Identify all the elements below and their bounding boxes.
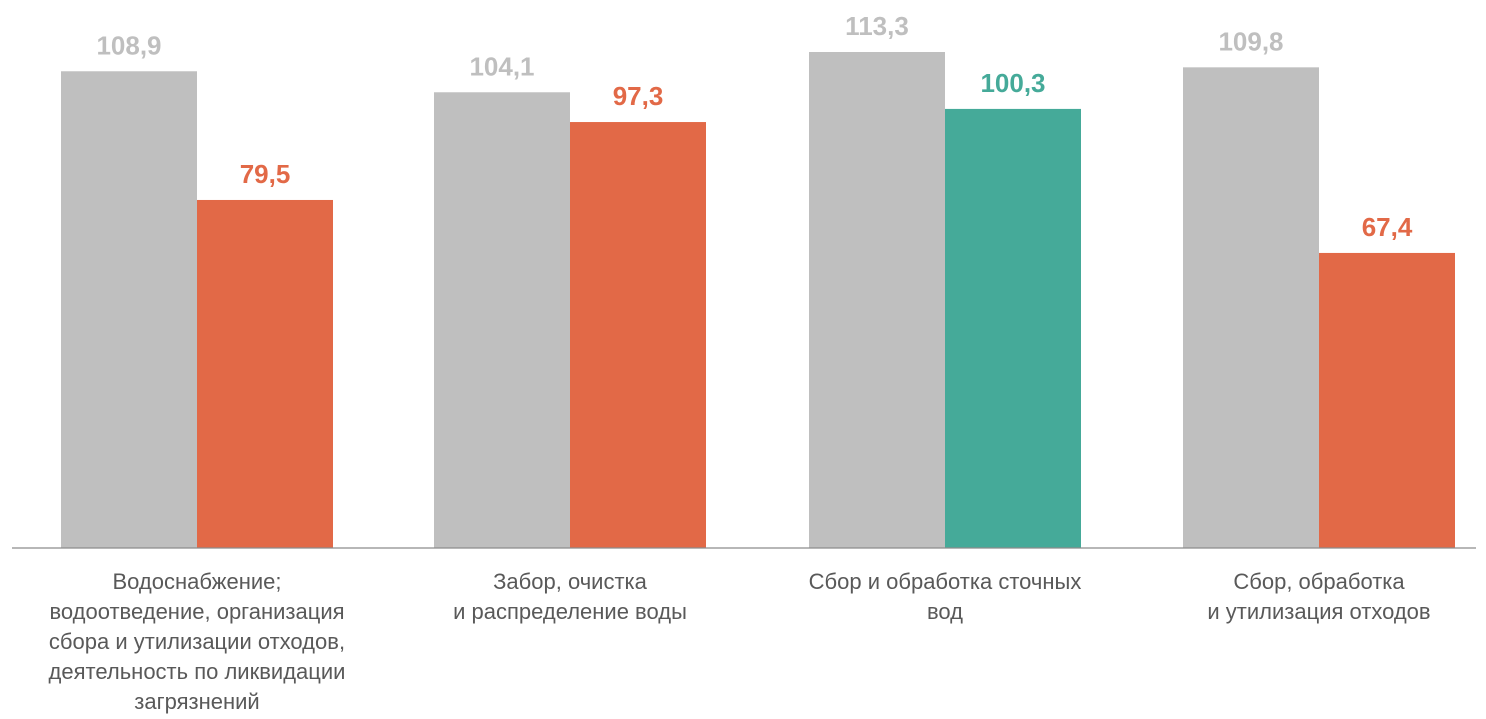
category-label-line: вод: [927, 599, 963, 624]
category-label-line: Забор, очистка: [493, 569, 648, 594]
bar-series2-cat2: [570, 122, 706, 548]
value-label-series2-cat1: 79,5: [240, 159, 291, 189]
category-label-2: Забор, очистка и распределение воды: [453, 569, 687, 624]
bar-series1-cat2: [434, 92, 570, 548]
category-label-1: Водоснабжение; водоотведение, организация…: [49, 569, 346, 714]
bar-series2-cat4: [1319, 252, 1455, 549]
value-labels-group: 108,9 104,1 113,3 109,8 79,5 97,3 100,3 67,4: [96, 11, 1412, 242]
category-label-line: Сбор, обработка: [1233, 569, 1405, 594]
value-label-series2-cat4: 67,4: [1362, 212, 1413, 242]
value-label-series2-cat2: 97,3: [613, 81, 664, 111]
bar-series2-cat1: [197, 199, 333, 548]
value-label-series1-cat2: 104,1: [469, 51, 534, 81]
category-label-3: Сбор и обработка сточных вод: [809, 569, 1082, 624]
value-label-series1-cat3: 113,3: [845, 11, 909, 41]
category-label-line: сбора и утилизации отходов,: [49, 629, 345, 654]
bar-series1-cat4: [1183, 67, 1319, 549]
value-label-series2-cat3: 100,3: [980, 68, 1045, 98]
category-label-line: деятельность по ликвидации: [49, 659, 346, 684]
category-label-line: Сбор и обработка сточных: [809, 569, 1082, 594]
category-label-line: и утилизация отходов: [1207, 599, 1430, 624]
bar-series1-cat1: [61, 71, 197, 548]
bar-series2-cat3: [945, 108, 1081, 548]
category-label-line: Водоснабжение;: [113, 569, 282, 594]
category-label-line: загрязнений: [134, 689, 259, 714]
category-labels-group: Водоснабжение; водоотведение, организация…: [49, 569, 1431, 714]
bars-group: [61, 52, 1455, 549]
category-label-line: водоотведение, организация: [49, 599, 344, 624]
bar-series1-cat3: [809, 52, 945, 548]
value-label-series1-cat1: 108,9: [96, 30, 161, 60]
category-label-4: Сбор, обработка и утилизация отходов: [1207, 569, 1430, 624]
category-label-line: и распределение воды: [453, 599, 687, 624]
value-label-series1-cat4: 109,8: [1218, 26, 1283, 56]
